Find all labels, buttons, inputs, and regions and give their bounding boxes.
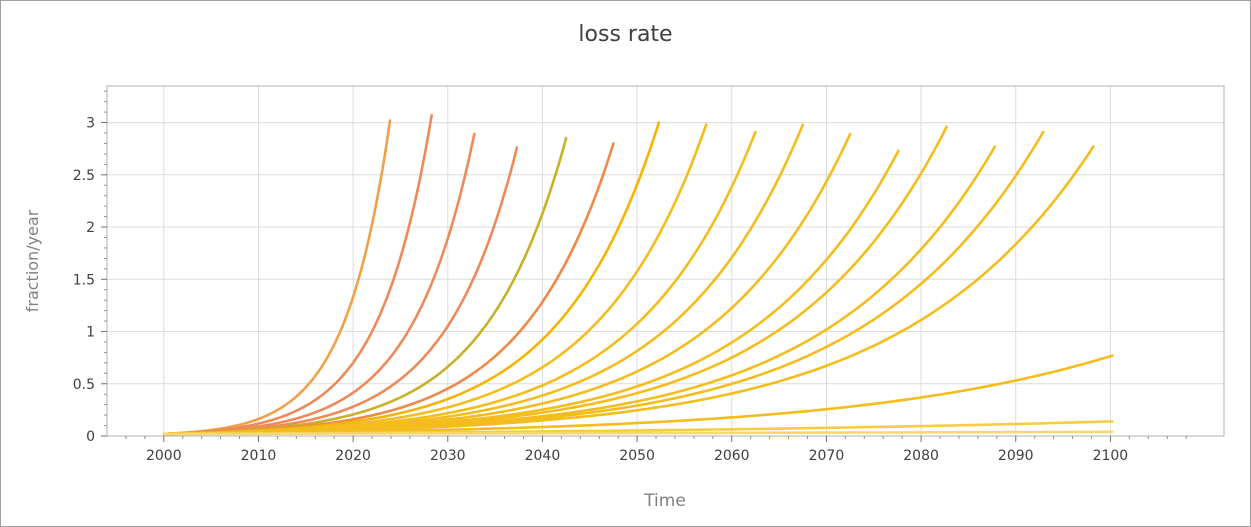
- series-line: [162, 136, 568, 436]
- x-tick-label: 2000: [146, 448, 182, 464]
- x-tick-label: 2090: [998, 448, 1034, 464]
- chart-title: loss rate: [578, 22, 673, 47]
- series-layer: [162, 114, 1114, 436]
- x-axis-label: Time: [643, 491, 686, 511]
- x-tick-label: 2040: [525, 448, 561, 464]
- y-axis-label: fraction/year: [23, 209, 42, 312]
- x-tick-label: 2100: [1093, 448, 1129, 464]
- series-line: [162, 149, 900, 436]
- grid: [107, 86, 1224, 437]
- series-line: [162, 146, 519, 436]
- y-tick-label: 1.5: [73, 272, 95, 288]
- y-tick-label: 0.5: [73, 377, 95, 393]
- series-line: [162, 121, 661, 436]
- plot-area: [106, 85, 1225, 437]
- y-tick-label: 2: [86, 220, 95, 236]
- series-line: [162, 119, 392, 436]
- y-tick-label: 2.5: [73, 168, 95, 184]
- series-line: [162, 430, 1114, 436]
- series-line: [162, 130, 757, 436]
- x-tick-label: 2030: [430, 448, 466, 464]
- y-tick-label: 0: [86, 429, 95, 445]
- x-tick-label: 2060: [714, 448, 750, 464]
- series-line: [162, 142, 615, 436]
- series-line: [162, 132, 476, 436]
- ticks: 2000 2010 2020 2030 2040 2050 2060 2070 2080 2090…: [73, 90, 1187, 464]
- x-tick-label: 2070: [809, 448, 845, 464]
- series-line: [162, 354, 1114, 436]
- x-tick-label: 2010: [241, 448, 277, 464]
- y-tick-label: 1: [86, 325, 95, 341]
- series-line: [162, 145, 997, 436]
- x-tick-label: 2020: [335, 448, 371, 464]
- x-tick-label: 2050: [619, 448, 655, 464]
- x-tick-label: 2080: [903, 448, 939, 464]
- y-tick-label: 3: [86, 116, 95, 132]
